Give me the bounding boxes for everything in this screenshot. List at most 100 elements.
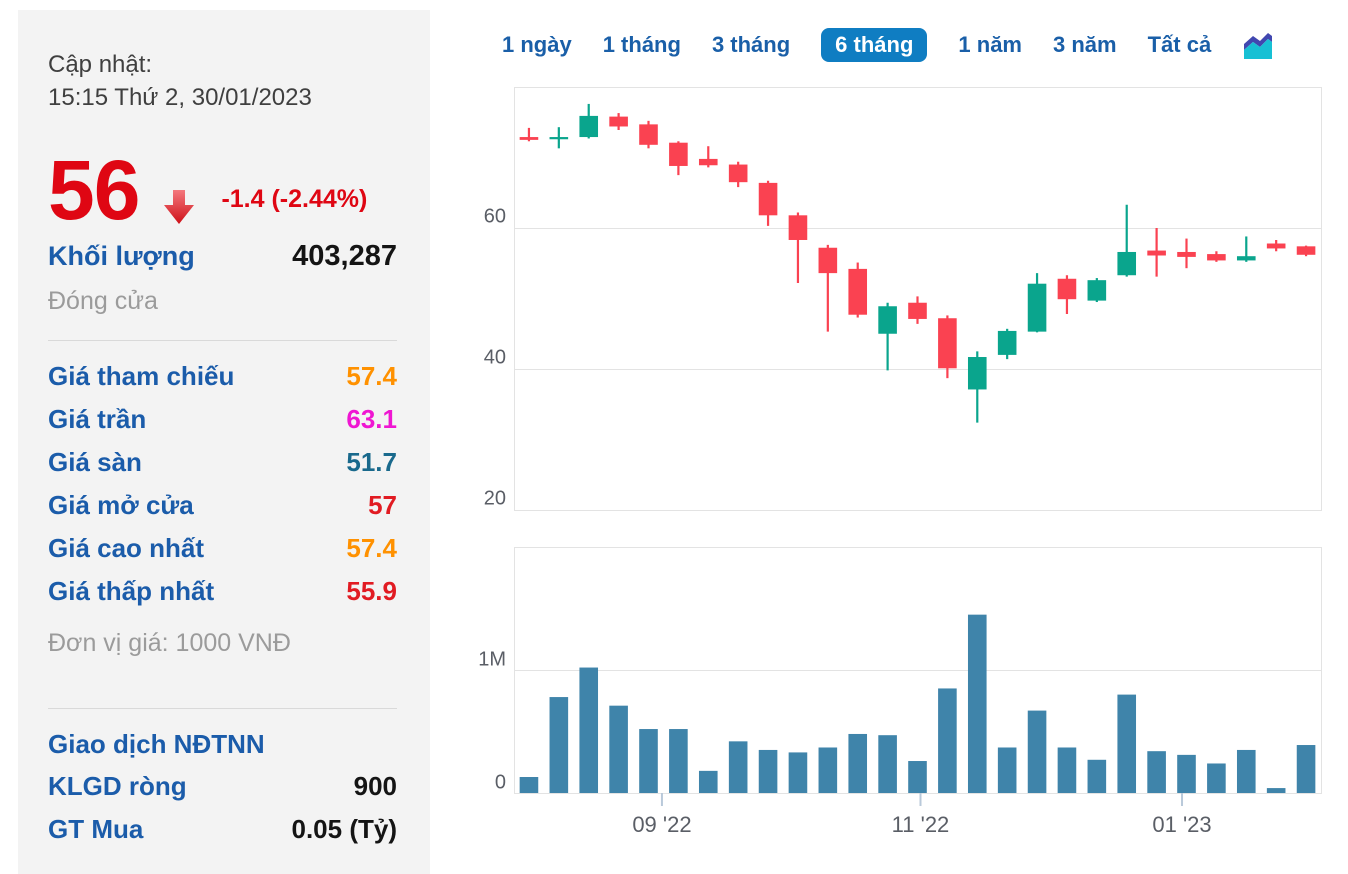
row-label: Giá tham chiếu xyxy=(48,361,235,391)
foreign-trading-row: GT Mua 0.05 (Tỷ) xyxy=(48,808,397,851)
candle xyxy=(1147,250,1166,256)
price-info-row: Giá sàn 51.7 xyxy=(48,441,397,484)
last-price-row: 56 -1.4 (-2.44%) xyxy=(48,143,397,237)
updated-time: 15:15 Thứ 2, 30/01/2023 xyxy=(48,84,312,111)
price-chart[interactable]: 60 40 20 xyxy=(484,87,1322,511)
close-label: Đóng cửa xyxy=(48,287,158,315)
volume-bar xyxy=(698,770,718,793)
row-label: Giá cao nhất xyxy=(48,533,205,563)
candle xyxy=(848,268,868,315)
row-label: Giá mở cửa xyxy=(48,490,194,520)
candle xyxy=(579,115,599,138)
divider xyxy=(48,340,397,341)
range-tab-3-tháng[interactable]: 3 tháng xyxy=(711,32,791,57)
row-value: 63.1 xyxy=(346,404,397,434)
candle xyxy=(669,142,688,166)
price-info-table: Giá tham chiếu 57.4 Giá trần 63.1 Giá sàn 51.… xyxy=(48,355,397,613)
candle xyxy=(609,116,628,127)
volume-bar xyxy=(519,777,539,793)
candle xyxy=(1177,251,1196,257)
volume-y-tick-label: 1M xyxy=(478,649,506,671)
volume-bar xyxy=(997,747,1017,793)
row-label: Giá sàn xyxy=(48,447,142,477)
candle xyxy=(1027,283,1047,332)
range-tab-1-tháng[interactable]: 1 tháng xyxy=(602,32,681,57)
range-tab-1-năm[interactable]: 1 năm xyxy=(958,32,1022,57)
candle xyxy=(1057,278,1077,300)
volume-bar xyxy=(1057,747,1077,793)
row-value: 0.05 (Tỷ) xyxy=(291,814,398,844)
candle xyxy=(788,215,808,240)
candle xyxy=(519,137,539,140)
candle xyxy=(1207,254,1226,261)
candle xyxy=(938,318,957,369)
row-label: GT Mua xyxy=(48,814,144,844)
range-tab-tất-cả[interactable]: Tất cả xyxy=(1147,32,1212,57)
volume-bar xyxy=(1087,759,1107,793)
volume-bar xyxy=(1296,745,1316,793)
range-tab-3-năm[interactable]: 3 năm xyxy=(1053,32,1117,57)
quote-panel: Cập nhật: 15:15 Thứ 2, 30/01/2023 56 -1.… xyxy=(18,10,430,874)
candle xyxy=(728,164,748,183)
candle xyxy=(1296,246,1316,255)
row-value: 55.9 xyxy=(346,576,397,606)
candle xyxy=(908,302,927,319)
x-tick-label: 01 '23 xyxy=(1152,812,1211,837)
volume-bar xyxy=(908,761,927,793)
candle xyxy=(758,182,778,216)
area-chart-icon[interactable] xyxy=(1242,29,1274,61)
range-tab-1-ngày[interactable]: 1 ngày xyxy=(502,32,572,57)
volume-bar xyxy=(758,749,778,793)
volume-bar xyxy=(1147,751,1166,793)
volume-bar xyxy=(1266,788,1286,793)
candle xyxy=(1117,251,1137,276)
volume-bar xyxy=(878,735,897,793)
foreign-trading-row: KLGD ròng 900 xyxy=(48,765,397,808)
update-info: Cập nhật: 15:15 Thứ 2, 30/01/2023 xyxy=(48,48,397,114)
volume-bar xyxy=(549,697,569,793)
row-label: Giá trần xyxy=(48,404,147,434)
x-tick-label: 09 '22 xyxy=(632,812,691,837)
row-value: 900 xyxy=(353,771,397,801)
volume-bar xyxy=(848,733,868,793)
row-value: 57.4 xyxy=(346,361,397,391)
volume-chart[interactable]: 1M 0 09 '22 11 '22 01 '23 xyxy=(478,547,1322,838)
last-price: 56 xyxy=(48,143,140,237)
volume-bar xyxy=(1236,749,1256,793)
candle xyxy=(1266,243,1286,249)
price-info-row: Giá thấp nhất 55.9 xyxy=(48,570,397,613)
volume-bar xyxy=(1207,763,1226,793)
row-value: 57 xyxy=(368,490,397,520)
foreign-trading-title: Giao dịch NĐTNN xyxy=(48,728,265,759)
volume-bar xyxy=(1027,710,1047,793)
volume-label: Khối lượng xyxy=(48,241,195,271)
volume-bar xyxy=(579,667,599,793)
price-y-tick-label: 20 xyxy=(484,488,506,510)
updated-label: Cập nhật: xyxy=(48,51,153,78)
row-value: 51.7 xyxy=(346,447,397,477)
volume-y-tick-label: 0 xyxy=(495,772,506,794)
volume-bar xyxy=(609,705,628,793)
candle xyxy=(1087,280,1107,301)
volume-bar xyxy=(1177,754,1196,793)
volume-bar xyxy=(639,729,658,793)
row-label: KLGD ròng xyxy=(48,771,187,801)
volume-bar xyxy=(938,688,957,793)
volume-bar xyxy=(788,752,808,793)
candle xyxy=(1236,256,1256,261)
volume-bar xyxy=(967,614,987,793)
x-tick-label: 11 '22 xyxy=(892,812,950,837)
row-value: 57.4 xyxy=(346,533,397,563)
price-info-row: Giá mở cửa 57 xyxy=(48,484,397,527)
price-change: -1.4 (-2.44%) xyxy=(221,185,368,213)
divider xyxy=(48,708,397,709)
price-y-tick-label: 60 xyxy=(484,206,506,228)
volume-chart-frame xyxy=(514,547,1322,794)
range-tab-6-tháng[interactable]: 6 tháng xyxy=(821,28,928,62)
row-label: Giá thấp nhất xyxy=(48,576,215,606)
candle xyxy=(967,357,987,390)
price-info-row: Giá trần 63.1 xyxy=(48,398,397,441)
price-y-tick-label: 40 xyxy=(484,347,506,369)
volume-row: Khối lượng 403,287 xyxy=(48,240,397,273)
candle xyxy=(639,124,658,145)
